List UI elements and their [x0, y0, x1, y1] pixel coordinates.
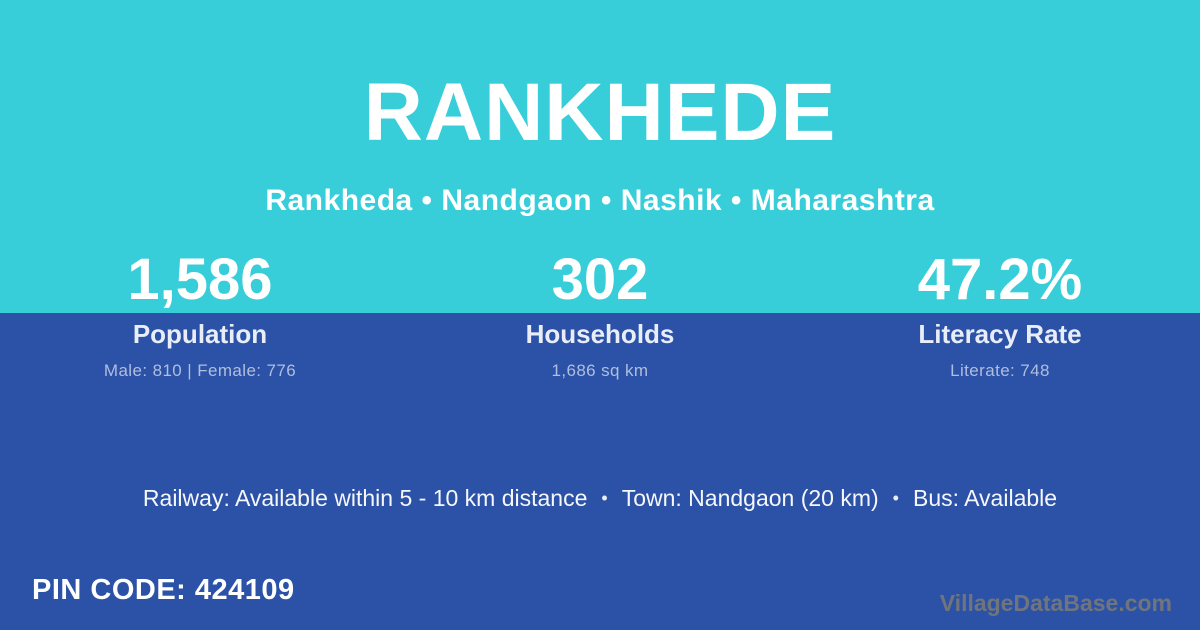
hero-section: RANKHEDE Rankheda • Nandgaon • Nashik • …	[0, 0, 1200, 313]
details-section: Population Households Literacy Rate Male…	[0, 313, 1200, 630]
stat-value-literacy-rate: 47.2%	[917, 247, 1083, 312]
stat-label-households: Households	[525, 319, 675, 349]
watermark: VillageDataBase.com	[939, 590, 1172, 616]
stat-value-households: 302	[551, 247, 649, 312]
amenities-line: Railway: Available within 5 - 10 km dist…	[0, 485, 1200, 512]
bullet-separator: •	[892, 488, 899, 508]
village-title: RANKHEDE	[363, 67, 837, 158]
stat-detail-population: Male: 810 | Female: 776	[103, 361, 297, 380]
stat-label-population: Population	[132, 319, 268, 349]
amenity-bus: Bus: Available	[912, 485, 1058, 511]
stat-labels-row: Population Households Literacy Rate	[0, 313, 1200, 350]
stat-details-row: Male: 810 | Female: 776 1,686 sq km Lite…	[0, 361, 1200, 381]
stat-value-population: 1,586	[127, 247, 273, 312]
amenity-railway: Railway: Available within 5 - 10 km dist…	[142, 485, 588, 511]
stat-detail-literacy-rate: Literate: 748	[950, 361, 1050, 380]
stat-label-literacy-rate: Literacy Rate	[918, 319, 1082, 349]
amenity-town: Town: Nandgaon (20 km)	[621, 485, 879, 511]
stat-detail-households: 1,686 sq km	[551, 361, 649, 380]
bullet-separator: •	[601, 488, 608, 508]
stat-values-row: 1,586 302 47.2%	[0, 251, 1200, 309]
pin-code: PIN CODE: 424109	[32, 574, 295, 606]
location-breadcrumb: Rankheda • Nandgaon • Nashik • Maharasht…	[265, 184, 935, 217]
